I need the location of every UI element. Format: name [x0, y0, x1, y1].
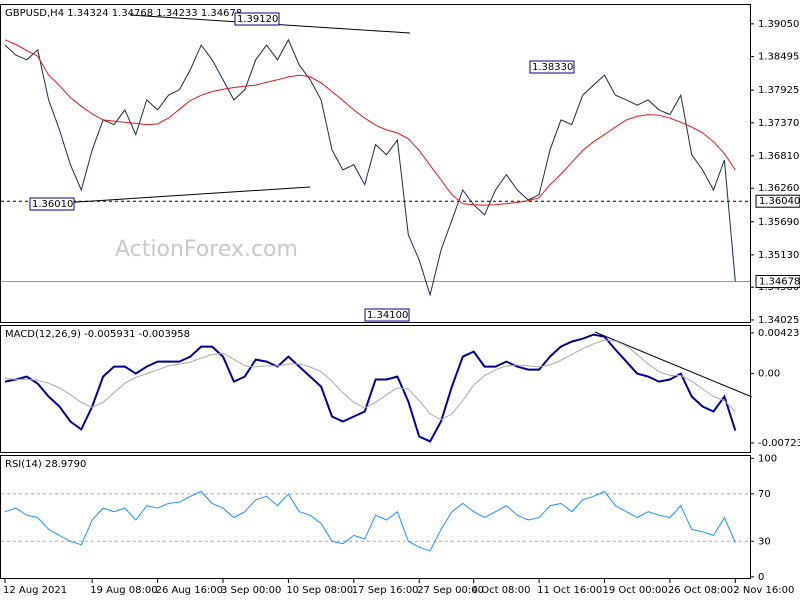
annotation: 1.38330 — [532, 62, 573, 73]
y-tick-label: 70 — [758, 489, 771, 500]
panel-title: GBPUSD,H4 1.34324 1.34768 1.34233 1.3467… — [5, 8, 242, 19]
last-price-box — [755, 274, 800, 288]
y-tick-label: 1.37925 — [758, 85, 799, 96]
panel-title: RSI(14) 28.9790 — [5, 459, 86, 470]
x-tick-label: 26 Aug 16:00 — [156, 585, 223, 596]
annotation-box — [29, 197, 75, 211]
x-tick-label: 17 Sep 16:00 — [352, 585, 419, 596]
y-tick-label: 1.38495 — [758, 52, 799, 63]
annotation-box — [234, 12, 280, 26]
trend-line — [594, 331, 753, 398]
annotation-box — [364, 308, 410, 322]
y-tick-label: 1.39050 — [758, 19, 799, 30]
watermark: ActionForex.com — [115, 237, 298, 262]
series-line — [4, 333, 737, 443]
level-price-box — [755, 194, 800, 208]
x-tick-label: 27 Sep 00:00 — [417, 585, 484, 596]
series-line — [4, 38, 736, 297]
annotation-box — [529, 60, 575, 74]
y-tick-label: -0.00723 — [758, 438, 800, 449]
y-tick-label: 100 — [758, 453, 777, 464]
last-price-label: 1.34678 — [759, 276, 800, 287]
x-tick-label: 26 Oct 08:00 — [668, 585, 733, 596]
y-tick-label: 1.35130 — [758, 250, 799, 261]
x-tick-label: 4 Oct 08:00 — [472, 585, 531, 596]
price-frame — [0, 4, 751, 323]
annotation: 1.39120 — [237, 14, 278, 25]
x-tick-label: 19 Oct 00:00 — [603, 585, 668, 596]
annotation: 1.34100 — [367, 310, 408, 321]
x-tick-label: 10 Sep 08:00 — [286, 585, 353, 596]
series-line — [4, 490, 736, 552]
y-tick-label: 1.35690 — [758, 217, 799, 228]
series-line — [4, 339, 736, 421]
level-price-label: 1.36040 — [759, 196, 800, 207]
y-tick-label: 0.00 — [758, 369, 780, 380]
x-tick-label: 11 Oct 16:00 — [537, 585, 602, 596]
y-tick-label: 30 — [758, 536, 771, 547]
y-tick-label: 1.37370 — [758, 118, 799, 129]
series-line — [4, 39, 736, 206]
macd-frame — [0, 325, 751, 453]
y-tick-label: 0.004231 — [758, 328, 800, 339]
panel-title: MACD(12,26,9) -0.005931 -0.003958 — [5, 329, 190, 340]
x-tick-label: 3 Sep 00:00 — [221, 585, 281, 596]
x-tick-label: 19 Aug 08:00 — [90, 585, 157, 596]
y-tick-label: 1.34025 — [758, 315, 799, 326]
y-tick-label: 1.36810 — [758, 151, 799, 162]
x-tick-label: 2 Nov 16:00 — [733, 585, 794, 596]
x-tick-label: 12 Aug 2021 — [3, 585, 67, 596]
annotation: 1.36010 — [32, 199, 73, 210]
y-tick-label: 0 — [758, 572, 764, 583]
rsi-frame — [0, 455, 751, 579]
trend-line — [29, 186, 311, 206]
y-tick-label: 1.36260 — [758, 183, 799, 194]
